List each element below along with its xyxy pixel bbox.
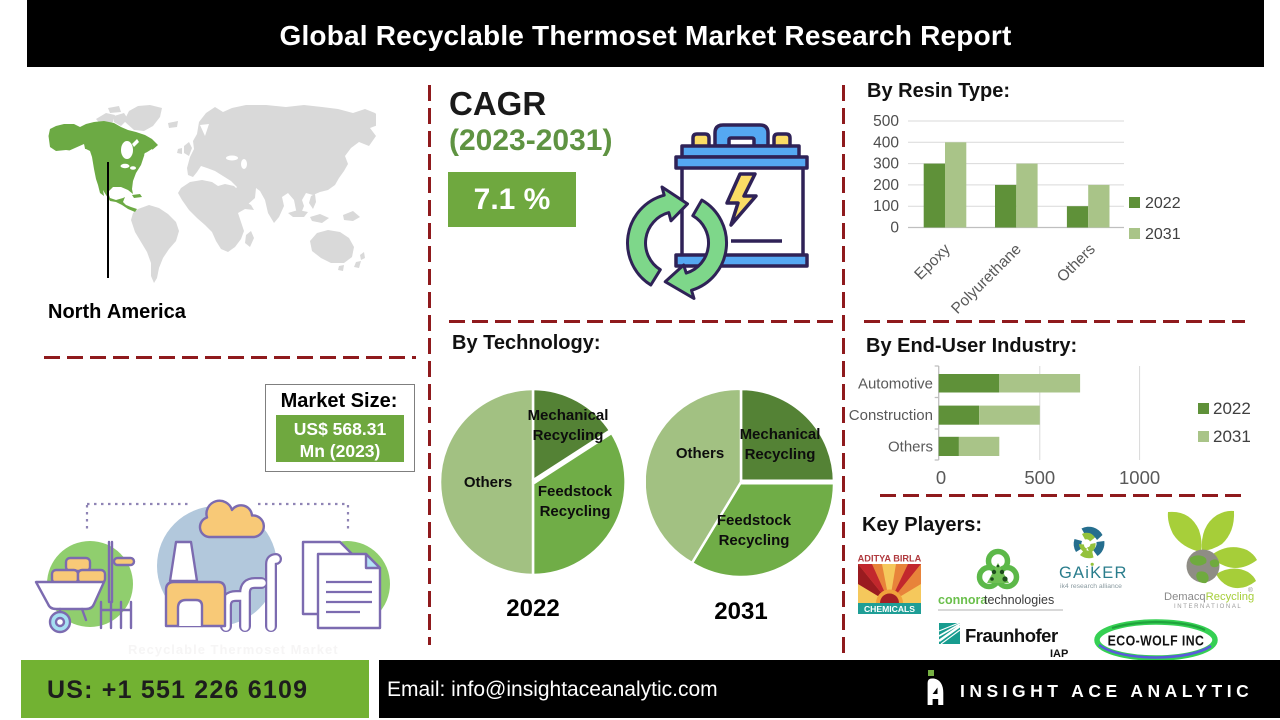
svg-text:Others: Others — [888, 438, 933, 455]
svg-text:300: 300 — [873, 156, 899, 173]
svg-text:100: 100 — [873, 198, 899, 215]
svg-text:200: 200 — [873, 177, 899, 194]
svg-text:connora: connora — [938, 593, 988, 607]
svg-text:ECO-WOLF INC: ECO-WOLF INC — [1108, 633, 1205, 649]
svg-text:technologies: technologies — [984, 593, 1054, 607]
svg-text:Others: Others — [464, 474, 512, 491]
svg-text:400: 400 — [873, 134, 899, 151]
svg-text:Construction: Construction — [849, 407, 933, 424]
svg-text:0: 0 — [936, 467, 946, 488]
svg-text:Feedstock: Feedstock — [538, 483, 613, 500]
svg-text:ik4 research alliance: ik4 research alliance — [1060, 583, 1122, 590]
svg-text:2031: 2031 — [1145, 226, 1181, 243]
svg-text:Fraunhofer: Fraunhofer — [965, 625, 1058, 646]
svg-text:500: 500 — [1024, 467, 1055, 488]
svg-text:IAP: IAP — [1050, 648, 1068, 660]
svg-text:DemacqRecycling: DemacqRecycling — [1164, 591, 1254, 603]
svg-text:Automotive: Automotive — [858, 375, 933, 392]
svg-text:INSIGHT ACE ANALYTIC: INSIGHT ACE ANALYTIC — [960, 681, 1253, 701]
svg-text:2022: 2022 — [1145, 195, 1181, 212]
svg-text:0: 0 — [890, 220, 899, 237]
svg-text:CHEMICALS: CHEMICALS — [864, 604, 915, 614]
svg-text:Recycling: Recycling — [533, 427, 604, 444]
svg-text:Others: Others — [676, 445, 724, 462]
svg-text:Feedstock: Feedstock — [717, 512, 792, 529]
svg-text:2031: 2031 — [1213, 427, 1251, 446]
svg-text:ADITYA BIRLA: ADITYA BIRLA — [858, 554, 922, 564]
svg-text:1000: 1000 — [1119, 467, 1160, 488]
svg-text:2022: 2022 — [1213, 399, 1251, 418]
svg-text:Others: Others — [1054, 241, 1099, 286]
svg-text:500: 500 — [873, 113, 899, 130]
svg-text:Polyurethane: Polyurethane — [948, 241, 1025, 318]
svg-text:Recycling: Recycling — [540, 503, 611, 520]
svg-text:GAiKER: GAiKER — [1059, 564, 1128, 582]
svg-text:Mechanical: Mechanical — [740, 426, 821, 443]
svg-text:Epoxy: Epoxy — [911, 241, 954, 284]
svg-text:Mechanical: Mechanical — [528, 407, 609, 424]
svg-text:Recycling: Recycling — [719, 532, 790, 549]
svg-text:®: ® — [1248, 586, 1253, 594]
svg-text:INTERNATIONAL: INTERNATIONAL — [1174, 604, 1242, 610]
svg-text:Recycling: Recycling — [745, 446, 816, 463]
